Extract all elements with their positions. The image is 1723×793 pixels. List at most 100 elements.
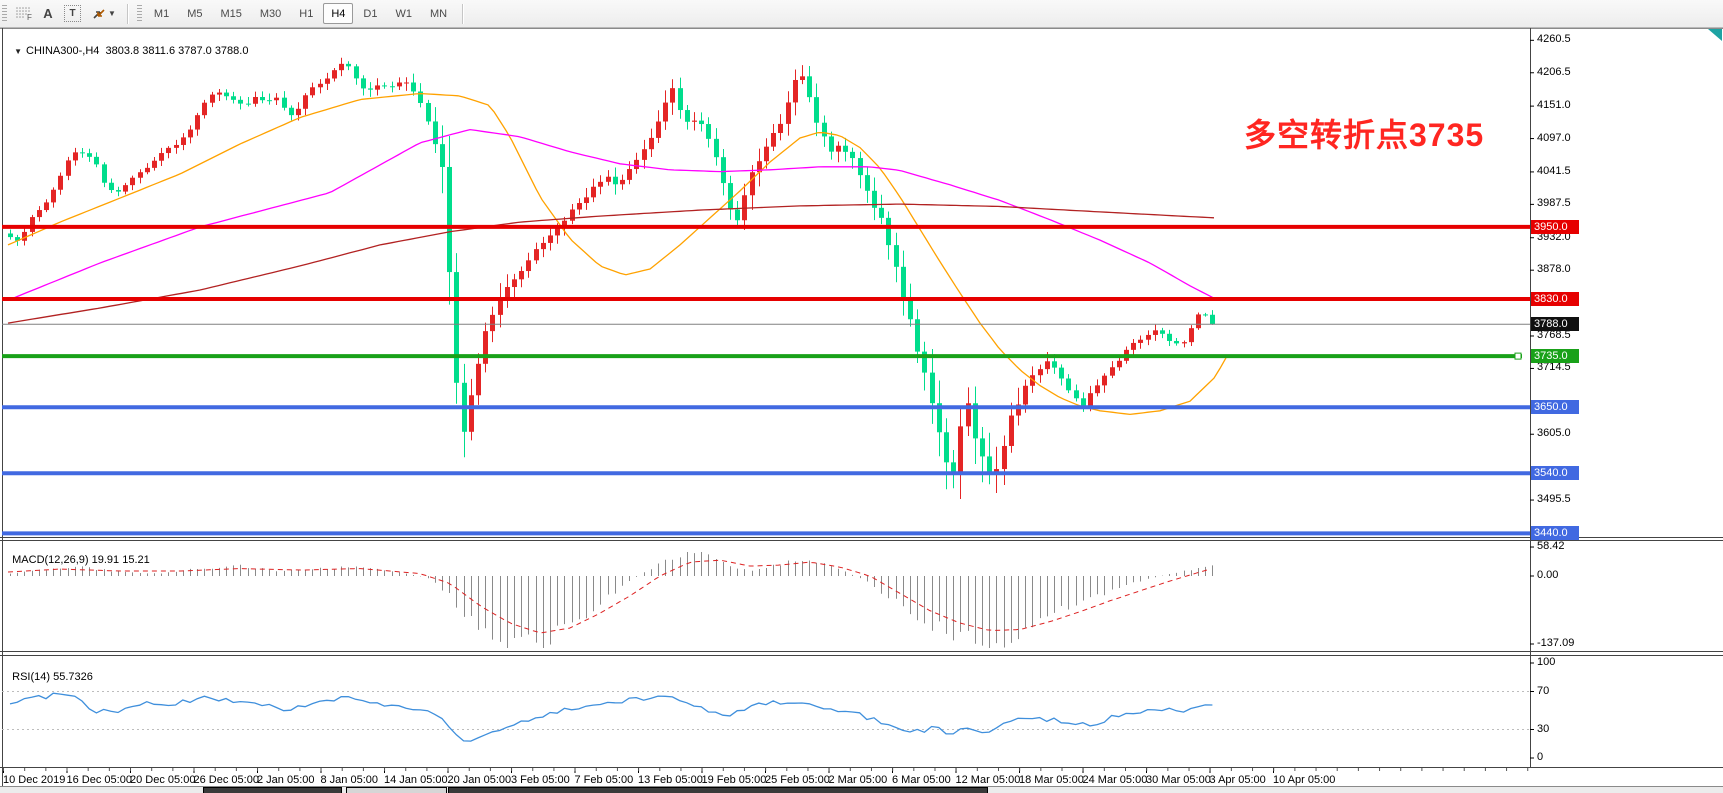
period-button-m5[interactable]: M5 (187, 7, 203, 20)
candle-body (771, 132, 776, 147)
candle-body (814, 97, 819, 123)
price-tick-3878: 3878.0 (1537, 263, 1571, 276)
candle-body (1146, 334, 1151, 340)
period-button-m1[interactable]: M1 (153, 7, 170, 20)
candle-body (498, 297, 503, 315)
candle-body (786, 102, 791, 124)
candle-body (1203, 314, 1208, 316)
candle-body (325, 78, 330, 84)
level-line-handle[interactable] (1514, 352, 1522, 360)
candle-body (886, 217, 891, 246)
chart-annotation-text[interactable]: 多空转折点3735 (1244, 117, 1485, 153)
text-label-button[interactable]: A (38, 3, 58, 24)
candle-body (714, 138, 719, 158)
period-button-m15[interactable]: M15 (220, 7, 242, 20)
period-button-m30[interactable]: M30 (259, 7, 282, 20)
candle-body (699, 120, 704, 125)
text-box-icon: T (64, 5, 81, 22)
time-tick-label: 26 Dec 05:00 (193, 774, 259, 786)
candle-body (570, 209, 575, 221)
rsi-tick-100: 100 (1537, 656, 1556, 668)
candle-body (1095, 385, 1100, 394)
candle-body (8, 233, 13, 238)
candle-body (123, 185, 128, 192)
candle-body (58, 175, 63, 190)
candle-body (512, 279, 517, 288)
candle-body (411, 82, 416, 92)
candle-body (361, 78, 366, 89)
candle-body (966, 403, 971, 427)
candle-body (166, 147, 171, 154)
candle-body (483, 331, 488, 364)
arrows-icon (93, 8, 105, 19)
candle-body (1167, 333, 1172, 341)
ma-mid-magenta (7, 128, 1215, 301)
candle-body (757, 161, 762, 173)
text-box-button[interactable]: T (60, 3, 85, 24)
time-tick-label: 13 Feb 05:00 (638, 774, 703, 786)
price-tick-3987.5: 3987.5 (1537, 197, 1571, 210)
toolbar-drag-grip[interactable] (2, 4, 7, 23)
candle-body (130, 177, 135, 186)
chart-shift-marker (1708, 29, 1722, 41)
macd-signal-value: 15.21 (122, 554, 150, 566)
time-tick-label: 20 Jan 05:00 (447, 774, 512, 786)
time-tick-label: 7 Feb 05:00 (574, 774, 634, 786)
candle-body (627, 169, 632, 180)
candle-body (1196, 314, 1201, 329)
candle-body (1110, 367, 1115, 376)
macd-tick--137.09: -137.09 (1537, 636, 1575, 649)
time-tick-label: 6 Mar 05:00 (892, 774, 951, 786)
time-tick-label: 25 Feb 05:00 (765, 774, 830, 786)
chart-dropdown-icon[interactable]: ▼ (14, 47, 23, 56)
dropdown-caret-icon: ▼ (108, 9, 116, 18)
candle-body (210, 94, 215, 103)
period-button-w1[interactable]: W1 (395, 7, 412, 20)
ma-fast-orange (7, 92, 1227, 416)
candle-body (534, 249, 539, 261)
candle-body (1182, 342, 1187, 344)
candle-body (375, 85, 380, 90)
candle-body (282, 97, 287, 108)
text-label-icon: A (43, 6, 53, 21)
candle-body (663, 102, 668, 122)
period-button-d1[interactable]: D1 (363, 7, 378, 20)
candle-body (1088, 393, 1093, 407)
candle-body (562, 220, 567, 227)
candle-body (894, 245, 899, 267)
candle-body (346, 63, 351, 67)
toolbar-separator-2 (462, 3, 465, 24)
arrows-tool-button[interactable]: ▼ (87, 3, 120, 24)
candle-body (159, 153, 164, 161)
period-button-h1[interactable]: H1 (299, 7, 314, 20)
time-tick-label: 19 Feb 05:00 (701, 774, 767, 786)
candle-body (87, 153, 92, 157)
candle-body (66, 160, 71, 176)
candle-body (922, 351, 927, 373)
grid-f-icon[interactable]: F (11, 3, 36, 24)
rsi-value: 55.7326 (53, 671, 93, 683)
bottom-window-strip (0, 787, 1723, 793)
candle-body (548, 235, 553, 243)
candle-body (944, 432, 949, 463)
period-button-h4[interactable]: H4 (323, 3, 354, 24)
level-price-label-3650: 3650.0 (1531, 400, 1579, 415)
candle-body (879, 207, 884, 218)
candle-body (994, 469, 999, 473)
macd-tick-0: 0.00 (1537, 569, 1559, 581)
candle-body (692, 120, 697, 122)
candle-body (181, 137, 186, 145)
period-button-mn[interactable]: MN (429, 7, 448, 20)
macd-label: MACD(12,26,9) 19.91 15.21 (6, 542, 150, 566)
candle-body (174, 144, 179, 148)
candle-body (670, 88, 675, 103)
periods-drag-grip[interactable] (136, 4, 142, 23)
macd-signal-line (7, 559, 1211, 634)
candle-body (145, 167, 150, 173)
candle-body (598, 181, 603, 187)
candle-body (116, 190, 121, 192)
candle-body (217, 92, 222, 95)
candle-body (418, 91, 423, 103)
